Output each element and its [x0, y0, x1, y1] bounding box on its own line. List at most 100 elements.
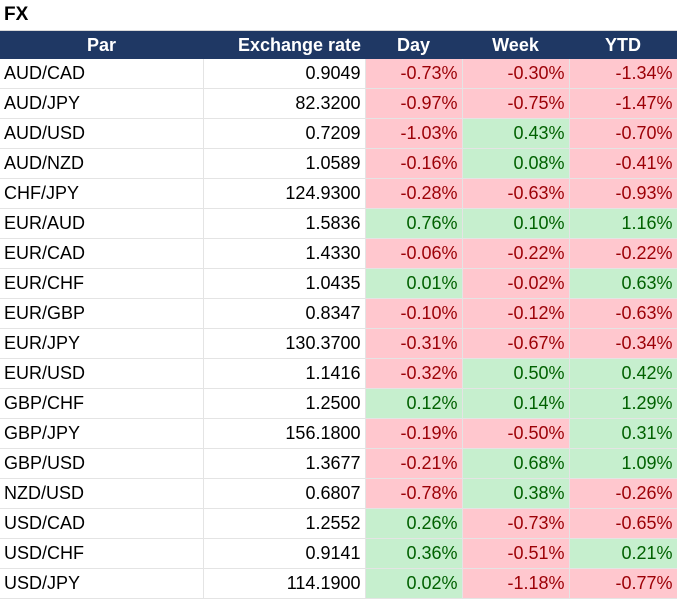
cell-par[interactable]: AUD/NZD — [0, 148, 204, 179]
cell-par[interactable]: EUR/USD — [0, 358, 204, 389]
cell-week[interactable]: -0.73% — [462, 508, 570, 539]
cell-day[interactable]: -0.73% — [365, 59, 463, 89]
cell-exchange-rate[interactable]: 1.2500 — [203, 388, 366, 419]
cell-par[interactable]: CHF/JPY — [0, 178, 204, 209]
cell-exchange-rate[interactable]: 0.9141 — [203, 538, 366, 569]
table-row: EUR/JPY 130.3700 -0.31% -0.67% -0.34% — [0, 328, 677, 359]
cell-day[interactable]: -0.32% — [365, 358, 463, 389]
cell-exchange-rate[interactable]: 1.4330 — [203, 238, 366, 269]
cell-week[interactable]: -0.75% — [462, 88, 570, 119]
cell-exchange-rate[interactable]: 0.8347 — [203, 298, 366, 329]
cell-exchange-rate[interactable]: 1.2552 — [203, 508, 366, 539]
cell-ytd[interactable]: -0.77% — [569, 568, 677, 599]
cell-exchange-rate[interactable]: 1.3677 — [203, 448, 366, 479]
cell-day[interactable]: -0.28% — [365, 178, 463, 209]
cell-exchange-rate[interactable]: 130.3700 — [203, 328, 366, 359]
cell-ytd[interactable]: -0.41% — [569, 148, 677, 179]
cell-ytd[interactable]: -1.34% — [569, 59, 677, 89]
cell-week[interactable]: -0.30% — [462, 59, 570, 89]
table-row: EUR/CAD 1.4330 -0.06% -0.22% -0.22% — [0, 238, 677, 269]
cell-week[interactable]: 0.10% — [462, 208, 570, 239]
cell-par[interactable]: USD/CHF — [0, 538, 204, 569]
cell-ytd[interactable]: -0.70% — [569, 118, 677, 149]
cell-day[interactable]: -1.03% — [365, 118, 463, 149]
cell-week[interactable]: 0.50% — [462, 358, 570, 389]
header-exchange-rate[interactable]: Exchange rate — [203, 31, 365, 59]
cell-par[interactable]: EUR/JPY — [0, 328, 204, 359]
cell-day[interactable]: -0.10% — [365, 298, 463, 329]
cell-day[interactable]: -0.16% — [365, 148, 463, 179]
cell-par[interactable]: USD/CAD — [0, 508, 204, 539]
cell-exchange-rate[interactable]: 0.9049 — [203, 59, 366, 89]
cell-week[interactable]: -0.22% — [462, 238, 570, 269]
cell-ytd[interactable]: -0.34% — [569, 328, 677, 359]
cell-par[interactable]: EUR/GBP — [0, 298, 204, 329]
cell-exchange-rate[interactable]: 156.1800 — [203, 418, 366, 449]
table-row: AUD/CAD 0.9049 -0.73% -0.30% -1.34% — [0, 59, 677, 89]
header-par[interactable]: Par — [0, 31, 203, 59]
header-day[interactable]: Day — [365, 31, 462, 59]
cell-exchange-rate[interactable]: 124.9300 — [203, 178, 366, 209]
cell-day[interactable]: -0.31% — [365, 328, 463, 359]
cell-ytd[interactable]: -0.22% — [569, 238, 677, 269]
cell-ytd[interactable]: -0.63% — [569, 298, 677, 329]
cell-ytd[interactable]: 0.42% — [569, 358, 677, 389]
cell-ytd[interactable]: 0.63% — [569, 268, 677, 299]
cell-ytd[interactable]: 0.21% — [569, 538, 677, 569]
cell-day[interactable]: 0.76% — [365, 208, 463, 239]
cell-week[interactable]: -0.02% — [462, 268, 570, 299]
cell-week[interactable]: 0.68% — [462, 448, 570, 479]
cell-day[interactable]: -0.06% — [365, 238, 463, 269]
cell-week[interactable]: 0.43% — [462, 118, 570, 149]
table-row: AUD/USD 0.7209 -1.03% 0.43% -0.70% — [0, 118, 677, 149]
cell-par[interactable]: USD/JPY — [0, 568, 204, 599]
cell-day[interactable]: 0.36% — [365, 538, 463, 569]
cell-day[interactable]: -0.78% — [365, 478, 463, 509]
cell-week[interactable]: -0.63% — [462, 178, 570, 209]
cell-week[interactable]: -1.18% — [462, 568, 570, 599]
cell-ytd[interactable]: -1.47% — [569, 88, 677, 119]
cell-exchange-rate[interactable]: 114.1900 — [203, 568, 366, 599]
cell-day[interactable]: 0.02% — [365, 568, 463, 599]
cell-day[interactable]: -0.19% — [365, 418, 463, 449]
cell-day[interactable]: 0.12% — [365, 388, 463, 419]
cell-day[interactable]: 0.26% — [365, 508, 463, 539]
cell-exchange-rate[interactable]: 1.0435 — [203, 268, 366, 299]
cell-exchange-rate[interactable]: 1.1416 — [203, 358, 366, 389]
cell-day[interactable]: -0.21% — [365, 448, 463, 479]
cell-par[interactable]: AUD/CAD — [0, 59, 204, 89]
cell-week[interactable]: 0.08% — [462, 148, 570, 179]
cell-ytd[interactable]: -0.26% — [569, 478, 677, 509]
cell-par[interactable]: GBP/CHF — [0, 388, 204, 419]
cell-week[interactable]: -0.51% — [462, 538, 570, 569]
cell-exchange-rate[interactable]: 0.6807 — [203, 478, 366, 509]
cell-week[interactable]: -0.67% — [462, 328, 570, 359]
cell-ytd[interactable]: -0.65% — [569, 508, 677, 539]
cell-ytd[interactable]: 1.29% — [569, 388, 677, 419]
cell-ytd[interactable]: 0.31% — [569, 418, 677, 449]
cell-par[interactable]: GBP/JPY — [0, 418, 204, 449]
cell-ytd[interactable]: 1.09% — [569, 448, 677, 479]
cell-day[interactable]: 0.01% — [365, 268, 463, 299]
cell-par[interactable]: GBP/USD — [0, 448, 204, 479]
cell-exchange-rate[interactable]: 1.5836 — [203, 208, 366, 239]
cell-day[interactable]: -0.97% — [365, 88, 463, 119]
cell-par[interactable]: EUR/AUD — [0, 208, 204, 239]
cell-week[interactable]: 0.14% — [462, 388, 570, 419]
cell-week[interactable]: 0.38% — [462, 478, 570, 509]
cell-par[interactable]: EUR/CHF — [0, 268, 204, 299]
cell-exchange-rate[interactable]: 82.3200 — [203, 88, 366, 119]
cell-exchange-rate[interactable]: 1.0589 — [203, 148, 366, 179]
header-ytd[interactable]: YTD — [569, 31, 677, 59]
header-week[interactable]: Week — [462, 31, 569, 59]
cell-week[interactable]: -0.12% — [462, 298, 570, 329]
cell-ytd[interactable]: -0.93% — [569, 178, 677, 209]
cell-par[interactable]: NZD/USD — [0, 478, 204, 509]
fx-table: Par Exchange rate Day Week YTD AUD/CAD 0.… — [0, 31, 677, 599]
cell-par[interactable]: AUD/JPY — [0, 88, 204, 119]
cell-par[interactable]: AUD/USD — [0, 118, 204, 149]
cell-par[interactable]: EUR/CAD — [0, 238, 204, 269]
cell-ytd[interactable]: 1.16% — [569, 208, 677, 239]
cell-exchange-rate[interactable]: 0.7209 — [203, 118, 366, 149]
cell-week[interactable]: -0.50% — [462, 418, 570, 449]
